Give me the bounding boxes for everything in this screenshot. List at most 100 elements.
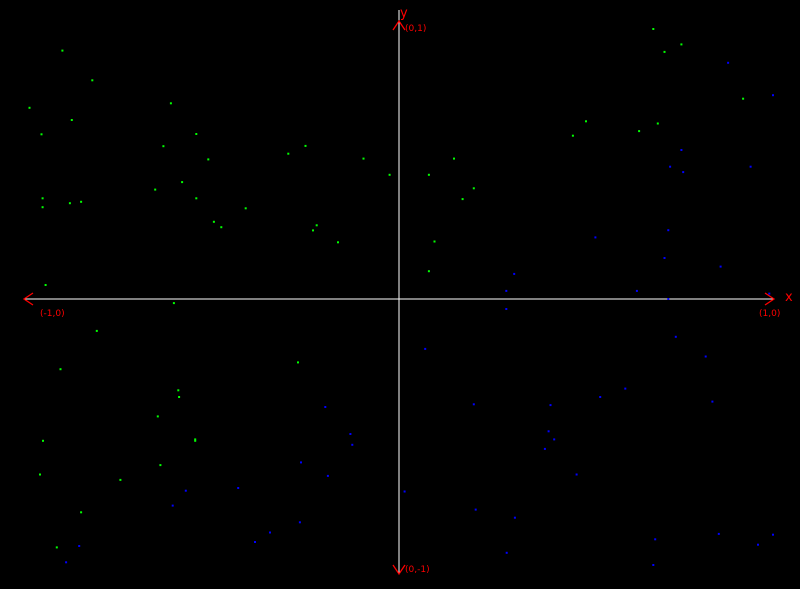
data-point-series-1-47 [55, 546, 58, 549]
data-point-series-2-38 [324, 406, 327, 408]
data-point-series-1-7 [162, 145, 165, 148]
data-point-series-2-48 [171, 504, 174, 507]
data-point-series-1-48 [297, 361, 299, 364]
data-point-series-2-20 [624, 387, 627, 390]
data-point-series-2-49 [78, 545, 81, 547]
data-point-series-1-49 [571, 134, 574, 137]
data-point-series-1-54 [663, 50, 666, 53]
data-point-series-1-52 [656, 122, 659, 125]
data-point-series-1-29 [472, 187, 475, 190]
data-point-series-1-15 [181, 181, 184, 184]
data-point-series-1-51 [638, 130, 641, 133]
data-point-series-2-9 [663, 257, 666, 259]
data-point-series-2-41 [326, 474, 329, 477]
data-point-series-2-13 [768, 292, 771, 295]
data-point-series-1-55 [680, 43, 683, 46]
data-point-series-2-50 [65, 561, 68, 564]
data-point-series-1-5 [70, 119, 73, 121]
data-point-series-2-35 [757, 543, 759, 546]
data-point-series-2-6 [749, 165, 752, 168]
data-point-series-1-43 [39, 473, 41, 476]
x-max-tick-label: (1,0) [759, 309, 780, 319]
data-point-series-1-28 [453, 157, 455, 160]
data-point-series-2-33 [717, 532, 720, 535]
data-point-series-2-17 [674, 335, 677, 338]
data-point-series-2-2 [727, 61, 730, 64]
data-point-series-1-23 [315, 224, 318, 227]
data-point-series-2-42 [300, 461, 302, 464]
data-point-series-1-25 [362, 157, 365, 160]
data-point-series-1-3 [28, 106, 31, 109]
data-point-series-2-27 [547, 430, 550, 433]
data-point-series-2-10 [719, 265, 722, 268]
y-min-tick-label: (0,-1) [405, 565, 430, 575]
data-point-series-1-21 [304, 144, 307, 147]
data-point-series-2-11 [635, 289, 638, 292]
data-point-series-2-1 [772, 94, 774, 97]
data-point-series-1-30 [461, 198, 464, 201]
data-point-series-1-44 [119, 478, 122, 481]
data-point-series-1-40 [194, 439, 197, 442]
data-point-series-1-39 [156, 415, 159, 418]
data-point-series-1-41 [194, 438, 197, 441]
data-point-series-1-32 [427, 270, 430, 273]
data-point-series-2-14 [513, 272, 516, 275]
data-point-series-2-47 [184, 489, 187, 492]
data-point-series-2-15 [505, 289, 508, 292]
data-point-series-2-5 [669, 165, 672, 168]
data-point-series-1-26 [388, 173, 391, 176]
data-point-series-1-31 [433, 240, 436, 243]
data-point-series-1-27 [427, 173, 430, 176]
data-point-series-2-44 [269, 531, 271, 534]
data-point-series-2-26 [543, 447, 546, 450]
x-axis-label: x [785, 290, 793, 305]
data-point-series-1-11 [41, 206, 44, 209]
data-point-series-1-36 [59, 368, 62, 371]
data-point-series-1-6 [169, 102, 172, 105]
data-point-series-2-4 [682, 171, 685, 174]
data-point-series-2-18 [704, 355, 707, 358]
x-min-tick-label: (-1,0) [40, 309, 65, 319]
data-point-series-1-50 [585, 120, 587, 123]
data-point-series-2-30 [474, 508, 477, 511]
data-point-series-1-16 [195, 197, 198, 200]
data-point-series-1-45 [159, 464, 162, 467]
data-point-series-1-34 [172, 302, 175, 305]
data-point-series-1-46 [80, 511, 83, 514]
data-point-series-2-32 [505, 551, 508, 554]
y-axis-bottom-arrow [392, 564, 406, 576]
data-point-series-2-37 [652, 564, 655, 566]
data-point-series-1-17 [212, 220, 215, 223]
data-point-series-2-28 [575, 473, 578, 476]
data-point-series-2-43 [298, 521, 301, 524]
data-point-series-1-14 [154, 188, 157, 191]
data-point-series-1-20 [287, 152, 290, 155]
x-axis-left-arrow [22, 292, 34, 306]
y-axis-label: y [400, 6, 408, 21]
data-point-series-1-10 [41, 197, 44, 200]
data-point-series-2-7 [594, 236, 597, 239]
data-point-series-1-9 [207, 158, 210, 161]
data-point-series-2-29 [403, 490, 406, 493]
data-point-series-2-25 [553, 438, 556, 441]
data-point-series-1-33 [44, 284, 47, 286]
data-point-series-1-53 [742, 97, 745, 100]
data-point-series-1-35 [95, 329, 98, 332]
data-point-series-2-8 [667, 229, 670, 232]
data-point-series-2-46 [237, 487, 240, 489]
data-point-series-2-21 [599, 396, 602, 398]
data-point-series-1-2 [91, 79, 94, 82]
data-point-series-2-40 [351, 443, 354, 446]
data-point-series-2-23 [472, 403, 475, 406]
data-point-series-2-31 [513, 516, 516, 519]
data-point-series-1-24 [337, 241, 339, 244]
data-point-series-2-19 [711, 400, 714, 403]
data-points-layer [28, 28, 774, 566]
data-point-series-1-8 [195, 133, 198, 135]
data-point-series-1-56 [652, 28, 655, 30]
data-point-series-1-13 [68, 202, 71, 205]
data-point-series-1-19 [244, 207, 247, 210]
data-point-series-2-34 [772, 533, 774, 536]
